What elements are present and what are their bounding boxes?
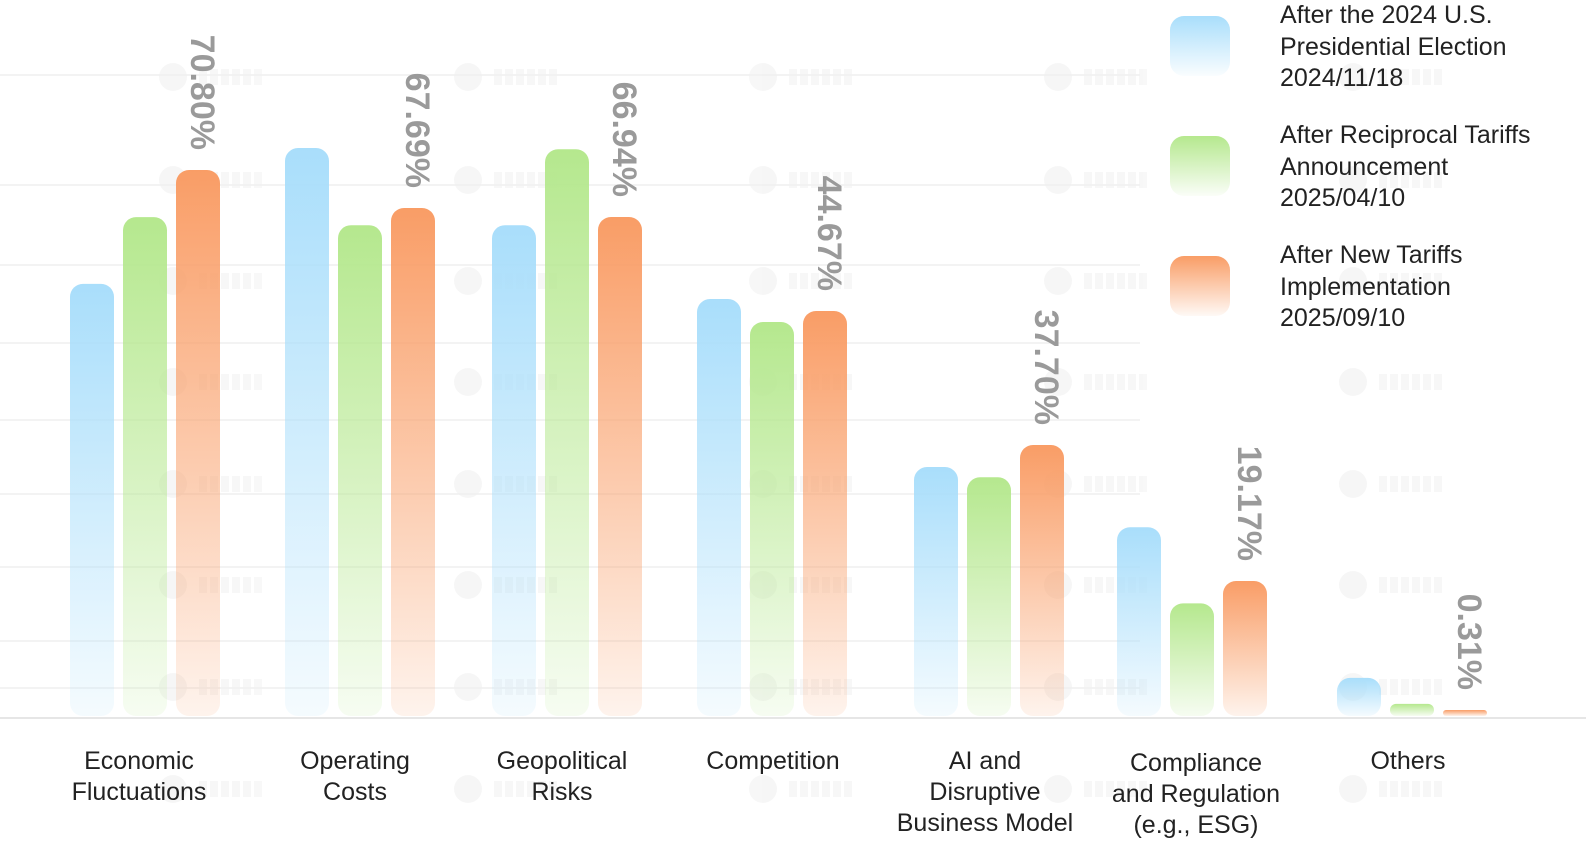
- bar: [1223, 581, 1267, 716]
- bar: [176, 170, 220, 716]
- bar: [1337, 677, 1381, 716]
- bar: [967, 477, 1011, 716]
- watermark-logo-icon: [1339, 63, 1442, 91]
- bar: [285, 148, 329, 717]
- category-label: Others: [1370, 747, 1446, 775]
- legend-label: After New Tariffs Implementation 2025/09…: [1280, 241, 1463, 332]
- bar: [914, 467, 958, 716]
- category-label: Economic Fluctuations: [71, 747, 207, 806]
- data-label: 37.70%: [1027, 310, 1065, 425]
- watermark-logo-icon: [159, 775, 262, 803]
- legend-swatch: [1170, 256, 1230, 316]
- watermark-logo-icon: [1339, 368, 1442, 396]
- watermark-logo-icon: [159, 63, 262, 91]
- watermark-logo-icon: [749, 63, 852, 91]
- watermark-logo-icon: [749, 775, 852, 803]
- data-label: 19.17%: [1230, 446, 1268, 561]
- bars: [70, 148, 1487, 717]
- data-label: 44.67%: [810, 176, 848, 291]
- bar: [803, 311, 847, 716]
- category-label: AI and Disruptive Business Model: [896, 747, 1074, 837]
- bar: [1443, 710, 1487, 716]
- category-label: Operating Costs: [300, 747, 410, 806]
- watermark-logo-icon: [1339, 267, 1442, 295]
- bar: [545, 149, 589, 717]
- watermark-logo-icon: [454, 63, 557, 91]
- category-label: Compliance and Regulation (e.g., ESG): [1111, 749, 1281, 839]
- watermark-logo-icon: [454, 166, 557, 194]
- watermark-logo-icon: [749, 267, 852, 295]
- watermark-logo-icon: [1044, 267, 1147, 295]
- watermark-logo-icon: [454, 775, 557, 803]
- watermark-logo-icon: [1044, 63, 1147, 91]
- bar: [492, 225, 536, 716]
- watermark-logo-icon: [1339, 775, 1442, 803]
- data-labels: 70.80% 67.69% 66.94% 44.67% 37.70% 19.17% 0.31…: [183, 35, 1488, 690]
- data-label: 66.94%: [605, 82, 643, 197]
- bar: [697, 299, 741, 716]
- bar: [391, 208, 435, 716]
- bar: [1170, 603, 1214, 716]
- bar: [70, 283, 114, 716]
- category-label: Competition: [706, 747, 840, 775]
- watermark-logo-icon: [1044, 775, 1147, 803]
- watermark-logo-icon: [1044, 368, 1147, 396]
- watermark-logo-icon: [1044, 166, 1147, 194]
- bar: [1020, 445, 1064, 716]
- data-label: 0.31%: [1450, 594, 1488, 690]
- bar: [598, 217, 642, 716]
- watermark-logo-icon: [749, 166, 852, 194]
- legend-swatch: [1170, 16, 1230, 76]
- bar: [750, 321, 794, 716]
- legend-label: After Reciprocal Tariffs Announcement 20…: [1280, 121, 1531, 212]
- bar: [1117, 527, 1161, 716]
- watermark-logo-icon: [1339, 470, 1442, 498]
- data-label: 70.80%: [183, 35, 221, 150]
- legend-swatch: [1170, 136, 1230, 196]
- bar: [338, 225, 382, 716]
- data-label: 67.69%: [398, 73, 436, 188]
- watermark-logo-icon: [1339, 571, 1442, 599]
- watermark-logo-icon: [1339, 166, 1442, 194]
- bar: [123, 217, 167, 717]
- bar: [1390, 703, 1434, 716]
- legend-label: After the 2024 U.S. Presidential Electio…: [1280, 1, 1507, 92]
- category-label: Geopolitical Risks: [496, 747, 628, 806]
